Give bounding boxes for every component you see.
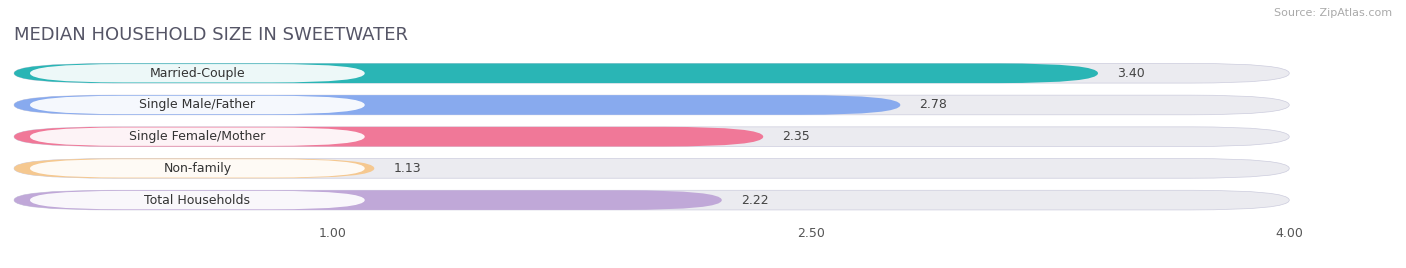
Text: Married-Couple: Married-Couple — [149, 67, 245, 80]
Text: Single Female/Mother: Single Female/Mother — [129, 130, 266, 143]
FancyBboxPatch shape — [14, 190, 721, 210]
FancyBboxPatch shape — [14, 127, 1289, 147]
FancyBboxPatch shape — [30, 159, 364, 178]
FancyBboxPatch shape — [30, 96, 364, 114]
Text: Source: ZipAtlas.com: Source: ZipAtlas.com — [1274, 8, 1392, 18]
FancyBboxPatch shape — [14, 64, 1098, 83]
Text: Single Male/Father: Single Male/Father — [139, 98, 256, 111]
FancyBboxPatch shape — [14, 159, 1289, 178]
Text: 3.40: 3.40 — [1118, 67, 1144, 80]
Text: 2.22: 2.22 — [741, 193, 769, 207]
Text: 1.13: 1.13 — [394, 162, 420, 175]
FancyBboxPatch shape — [14, 95, 1289, 115]
FancyBboxPatch shape — [30, 128, 364, 146]
FancyBboxPatch shape — [30, 64, 364, 83]
FancyBboxPatch shape — [14, 64, 1289, 83]
FancyBboxPatch shape — [30, 191, 364, 209]
Text: 2.78: 2.78 — [920, 98, 948, 111]
Text: 2.35: 2.35 — [782, 130, 810, 143]
Text: Non-family: Non-family — [163, 162, 232, 175]
Text: Total Households: Total Households — [145, 193, 250, 207]
Text: MEDIAN HOUSEHOLD SIZE IN SWEETWATER: MEDIAN HOUSEHOLD SIZE IN SWEETWATER — [14, 26, 408, 44]
FancyBboxPatch shape — [14, 190, 1289, 210]
FancyBboxPatch shape — [14, 159, 374, 178]
FancyBboxPatch shape — [14, 127, 763, 147]
FancyBboxPatch shape — [14, 95, 900, 115]
